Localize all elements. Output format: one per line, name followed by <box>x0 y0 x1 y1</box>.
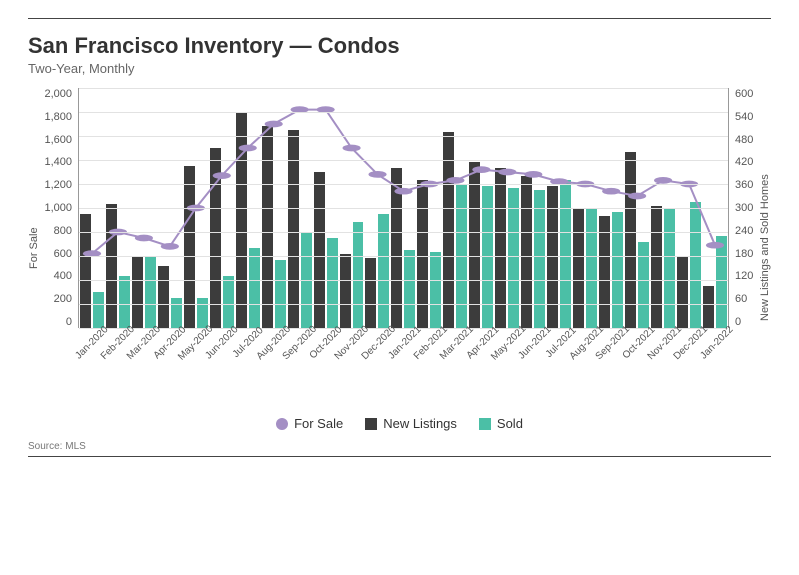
source-text: Source: MLS <box>28 441 771 452</box>
x-axis-label: May-2020 <box>182 328 208 400</box>
right-axis-ticks: 600540480420360300240180120600 <box>729 88 759 328</box>
legend: For Sale New Listings Sold <box>28 416 771 431</box>
y-left-tick: 1,000 <box>44 202 72 214</box>
x-axis-labels: Jan-2020Feb-2020Mar-2020Apr-2020May-2020… <box>78 328 729 400</box>
for-sale-marker <box>161 243 179 250</box>
for-sale-marker <box>602 188 620 195</box>
y-left-tick: 1,800 <box>44 111 72 123</box>
y-right-tick: 240 <box>735 225 753 237</box>
y-right-tick: 300 <box>735 202 753 214</box>
x-axis-label: Oct-2020 <box>312 328 338 400</box>
x-axis-label: Mar-2020 <box>130 328 156 400</box>
grid-line <box>79 160 728 161</box>
for-sale-marker <box>706 242 724 249</box>
legend-item-sold: Sold <box>479 416 523 431</box>
grid-line <box>79 112 728 113</box>
legend-swatch <box>365 418 377 430</box>
y-right-tick: 0 <box>735 316 741 328</box>
for-sale-marker <box>213 172 231 179</box>
x-axis-label: Dec-2020 <box>365 328 391 400</box>
y-left-tick: 1,600 <box>44 134 72 146</box>
y-right-tick: 420 <box>735 156 753 168</box>
legend-swatch <box>276 418 288 430</box>
grid-line <box>79 232 728 233</box>
y-right-tick: 60 <box>735 293 747 305</box>
y-right-tick: 360 <box>735 179 753 191</box>
grid-line <box>79 280 728 281</box>
for-sale-marker <box>368 171 386 178</box>
x-axis-label: Oct-2021 <box>625 328 651 400</box>
x-axis-label: Sep-2020 <box>286 328 312 400</box>
x-axis-label: Dec-2021 <box>677 328 703 400</box>
y-left-tick: 2,000 <box>44 88 72 100</box>
grid-line <box>79 208 728 209</box>
for-sale-marker <box>654 177 672 184</box>
grid-line <box>79 256 728 257</box>
y-left-tick: 800 <box>54 225 72 237</box>
legend-label: Sold <box>497 416 523 431</box>
x-axis-label: Jan-2021 <box>391 328 417 400</box>
legend-item-new_listings: New Listings <box>365 416 457 431</box>
x-axis-label: Sep-2021 <box>599 328 625 400</box>
grid-line <box>79 184 728 185</box>
y-left-tick: 1,400 <box>44 156 72 168</box>
for-sale-marker <box>628 193 646 200</box>
left-axis-label: For Sale <box>28 88 40 408</box>
y-right-tick: 480 <box>735 134 753 146</box>
legend-swatch <box>479 418 491 430</box>
y-right-tick: 600 <box>735 88 753 100</box>
y-left-tick: 200 <box>54 293 72 305</box>
for-sale-marker <box>239 145 257 152</box>
y-right-tick: 120 <box>735 270 753 282</box>
x-axis-label: Jul-2020 <box>234 328 260 400</box>
x-axis-label: Jan-2020 <box>78 328 104 400</box>
for-sale-marker <box>524 171 542 178</box>
bottom-rule <box>28 456 771 457</box>
for-sale-marker <box>265 121 283 128</box>
x-axis-label: Nov-2021 <box>651 328 677 400</box>
y-right-tick: 180 <box>735 248 753 260</box>
x-axis-label: Feb-2021 <box>417 328 443 400</box>
x-axis-label: Aug-2021 <box>573 328 599 400</box>
x-axis-label: May-2021 <box>495 328 521 400</box>
chart-title: San Francisco Inventory — Condos <box>28 33 771 59</box>
x-axis-label: Aug-2020 <box>260 328 286 400</box>
left-axis-ticks: 2,000 1,800 1,600 1,400 1,200 1,000 800 600 400 2… <box>40 88 78 328</box>
grid-line <box>79 304 728 305</box>
x-axis-label: Jul-2021 <box>547 328 573 400</box>
for-sale-marker <box>498 169 516 176</box>
y-left-tick: 1,200 <box>44 179 72 191</box>
y-right-tick: 540 <box>735 111 753 123</box>
chart-area: For Sale 2,000 1,800 1,600 1,400 1,200 1,000 8… <box>28 88 771 408</box>
for-sale-marker <box>472 166 490 173</box>
for-sale-marker <box>342 145 360 152</box>
chart-card: San Francisco Inventory — Condos Two-Yea… <box>0 0 799 471</box>
x-axis-label: Nov-2020 <box>338 328 364 400</box>
legend-label: For Sale <box>294 416 343 431</box>
right-axis-label: New Listings and Sold Homes <box>759 88 771 408</box>
y-left-tick: 400 <box>54 270 72 282</box>
plot-area <box>78 88 729 328</box>
y-left-tick: 0 <box>66 316 72 328</box>
x-axis-label: Jan-2022 <box>703 328 729 400</box>
x-axis-label: Jun-2020 <box>208 328 234 400</box>
x-axis-label: Mar-2021 <box>443 328 469 400</box>
x-axis-label: Apr-2020 <box>156 328 182 400</box>
legend-label: New Listings <box>383 416 457 431</box>
top-rule <box>28 18 771 19</box>
plot: Jan-2020Feb-2020Mar-2020Apr-2020May-2020… <box>78 88 729 408</box>
x-axis-label: Jun-2021 <box>521 328 547 400</box>
x-axis-label: Feb-2020 <box>104 328 130 400</box>
grid-line <box>79 136 728 137</box>
legend-item-for_sale: For Sale <box>276 416 343 431</box>
grid-line <box>79 88 728 89</box>
for-sale-marker <box>394 188 412 195</box>
y-left-tick: 600 <box>54 248 72 260</box>
x-axis-label: Apr-2021 <box>469 328 495 400</box>
for-sale-marker <box>446 177 464 184</box>
for-sale-marker <box>135 235 153 242</box>
chart-subtitle: Two-Year, Monthly <box>28 61 771 76</box>
